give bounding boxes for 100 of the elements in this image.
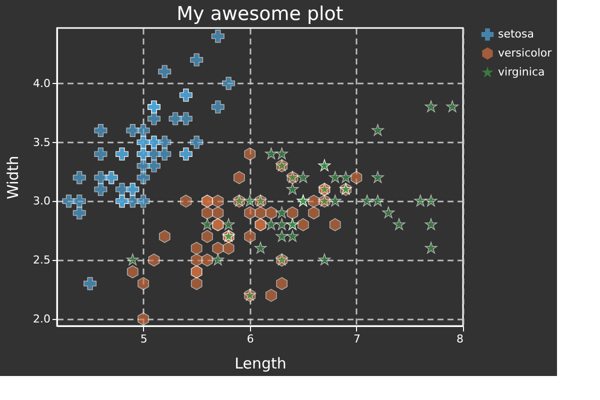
point <box>94 182 108 196</box>
point <box>72 194 86 208</box>
point <box>254 206 266 220</box>
point <box>158 136 172 149</box>
point <box>392 218 406 230</box>
y-tick-label: 2.0 <box>33 312 50 326</box>
point <box>211 100 224 114</box>
y-tick-label: 2.5 <box>33 254 50 267</box>
point <box>266 288 277 302</box>
point <box>168 112 182 126</box>
point <box>190 53 204 66</box>
point <box>254 242 267 254</box>
point <box>276 277 288 290</box>
point <box>328 171 342 183</box>
point <box>244 230 256 243</box>
point <box>234 171 245 184</box>
point <box>244 206 256 220</box>
point <box>147 112 160 126</box>
point <box>276 206 288 218</box>
legend-label: virginica <box>498 66 545 78</box>
point <box>136 171 150 184</box>
point <box>202 254 213 267</box>
point <box>424 218 438 230</box>
point <box>202 206 213 220</box>
point <box>372 171 384 183</box>
x-tick-label: 5 <box>140 332 148 346</box>
point <box>424 194 438 206</box>
point <box>222 242 234 255</box>
point <box>158 230 170 243</box>
point <box>190 242 202 255</box>
point <box>190 136 204 149</box>
point <box>328 194 342 206</box>
point <box>138 277 149 290</box>
point <box>424 242 438 254</box>
point <box>212 242 224 255</box>
point <box>158 148 172 161</box>
point <box>244 194 256 206</box>
point <box>308 206 320 220</box>
point <box>190 277 202 290</box>
x-axis-title: Length <box>234 354 286 372</box>
point <box>126 124 140 137</box>
point <box>72 171 86 184</box>
chart-title: My awesome plot <box>176 3 344 25</box>
point <box>136 194 150 208</box>
y-axis-title: Width <box>4 156 22 200</box>
point <box>127 265 138 278</box>
point <box>296 171 310 183</box>
point <box>147 148 160 161</box>
point <box>414 194 427 206</box>
point <box>212 194 224 208</box>
point <box>212 254 224 266</box>
point <box>340 171 352 183</box>
point <box>350 171 362 184</box>
point <box>265 148 278 160</box>
point <box>265 218 278 230</box>
point <box>62 194 76 208</box>
point <box>190 254 202 267</box>
point <box>211 30 224 43</box>
point <box>446 100 459 112</box>
point <box>276 218 288 230</box>
point <box>180 194 192 208</box>
point <box>266 206 277 220</box>
point <box>329 218 341 232</box>
point <box>286 182 299 195</box>
point <box>286 230 299 242</box>
point <box>276 230 288 242</box>
point <box>222 218 235 230</box>
x-tick-label: 7 <box>353 332 360 346</box>
point <box>298 218 309 232</box>
point <box>318 254 331 266</box>
point <box>136 159 150 172</box>
point <box>308 194 320 208</box>
point <box>212 206 224 220</box>
point <box>202 230 213 243</box>
point <box>72 206 86 220</box>
point <box>276 148 288 160</box>
x-tick-label: 6 <box>246 332 254 346</box>
point <box>94 124 108 137</box>
point <box>148 254 160 267</box>
x-tick-label: 8 <box>456 332 464 346</box>
y-tick-label: 4.0 <box>33 76 50 90</box>
legend-label: versicolor <box>498 46 552 60</box>
y-tick-label: 3.0 <box>33 194 50 208</box>
point <box>94 148 108 161</box>
legend-label: setosa <box>498 28 534 40</box>
point <box>126 254 139 266</box>
point <box>286 206 298 220</box>
point <box>84 277 97 290</box>
point <box>244 148 256 161</box>
point <box>382 206 395 218</box>
point <box>372 194 384 206</box>
point <box>201 218 214 230</box>
point <box>360 194 374 206</box>
point <box>372 124 384 136</box>
point <box>138 312 149 326</box>
point <box>158 65 172 78</box>
point <box>424 100 438 112</box>
point <box>222 76 236 90</box>
point <box>94 171 108 184</box>
y-tick-label: 3.5 <box>33 136 50 149</box>
